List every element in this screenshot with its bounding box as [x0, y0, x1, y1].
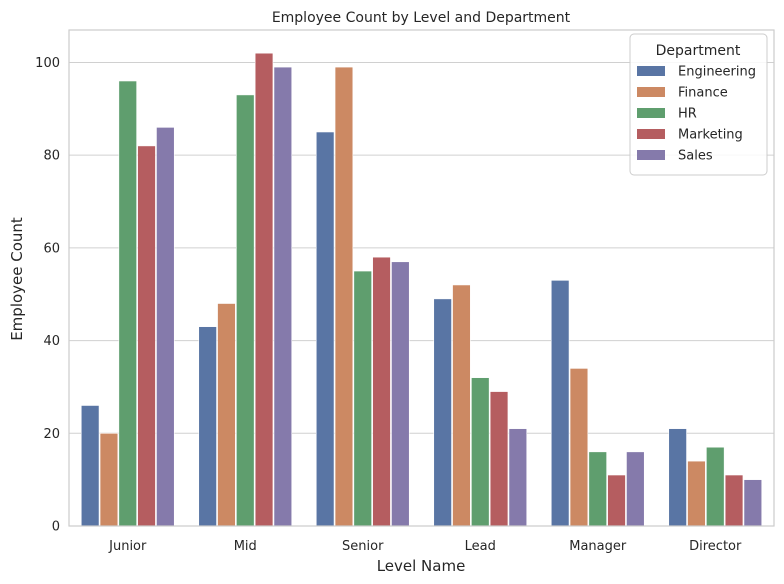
x-tick-label: Senior — [342, 539, 384, 554]
bar-sales-mid — [273, 66, 293, 527]
bar-sales-junior — [156, 127, 175, 527]
legend-label-engineering: Engineering — [678, 65, 756, 80]
bar-marketing-lead — [489, 391, 509, 527]
bar-marketing-mid — [254, 52, 274, 527]
y-tick-label: 0 — [52, 520, 60, 535]
bar-hr-director — [706, 446, 725, 527]
bar-finance-junior — [99, 432, 119, 527]
bar-sales-lead — [508, 428, 528, 527]
bars — [80, 52, 763, 527]
y-tick-label: 60 — [43, 241, 60, 256]
legend-title: Department — [656, 43, 741, 59]
x-tick-label: Director — [689, 539, 742, 554]
y-tick-label: 20 — [43, 427, 60, 442]
legend-swatch-engineering — [637, 66, 665, 76]
x-tick-label: Mid — [234, 539, 257, 554]
bar-marketing-senior — [372, 256, 391, 527]
bar-finance-mid — [217, 303, 236, 527]
y-tick-label: 80 — [43, 149, 60, 164]
bar-sales-senior — [391, 261, 410, 527]
legend: Department Engineering Finance HR Marketing… — [629, 33, 768, 176]
bar-engineering-lead — [433, 298, 452, 527]
legend-swatch-marketing — [637, 129, 665, 139]
x-axis-label: Level Name — [377, 557, 466, 575]
bar-engineering-junior — [80, 405, 100, 527]
bar-hr-manager — [588, 451, 607, 527]
bar-marketing-manager — [607, 474, 626, 527]
bar-marketing-director — [724, 474, 744, 527]
bar-sales-director — [743, 479, 763, 527]
bar-marketing-junior — [137, 145, 156, 527]
bar-hr-senior — [353, 270, 372, 527]
bar-finance-senior — [334, 66, 354, 527]
x-axis-ticks: Junior Mid Senior Lead Manager Director — [108, 539, 742, 554]
x-tick-label: Lead — [465, 539, 496, 554]
legend-swatch-finance — [637, 87, 665, 97]
x-tick-label: Manager — [569, 539, 627, 554]
bar-finance-manager — [569, 368, 589, 527]
bar-hr-mid — [236, 94, 255, 527]
bar-engineering-director — [668, 428, 687, 527]
y-axis-label: Employee Count — [8, 217, 26, 341]
bar-hr-lead — [471, 377, 490, 527]
bar-finance-lead — [452, 284, 471, 527]
legend-label-finance: Finance — [678, 86, 728, 101]
legend-swatch-hr — [637, 108, 665, 118]
axes-frame — [68, 29, 775, 527]
legend-label-marketing: Marketing — [678, 128, 743, 143]
legend-swatch-sales — [637, 150, 665, 160]
chart-title: Employee Count by Level and Department — [272, 10, 571, 26]
y-tick-label: 40 — [43, 334, 60, 349]
bar-engineering-manager — [550, 280, 570, 527]
legend-label-sales: Sales — [678, 149, 713, 164]
y-axis-ticks: 0 20 40 60 80 100 — [35, 56, 60, 535]
bar-sales-manager — [626, 451, 645, 527]
x-tick-label: Junior — [108, 539, 147, 554]
bar-finance-director — [687, 460, 706, 527]
bar-hr-junior — [118, 80, 137, 527]
y-tick-label: 100 — [35, 56, 60, 71]
plot-frame — [68, 29, 775, 527]
bar-engineering-mid — [198, 326, 217, 527]
bar-engineering-senior — [315, 131, 335, 527]
legend-label-hr: HR — [678, 107, 697, 122]
